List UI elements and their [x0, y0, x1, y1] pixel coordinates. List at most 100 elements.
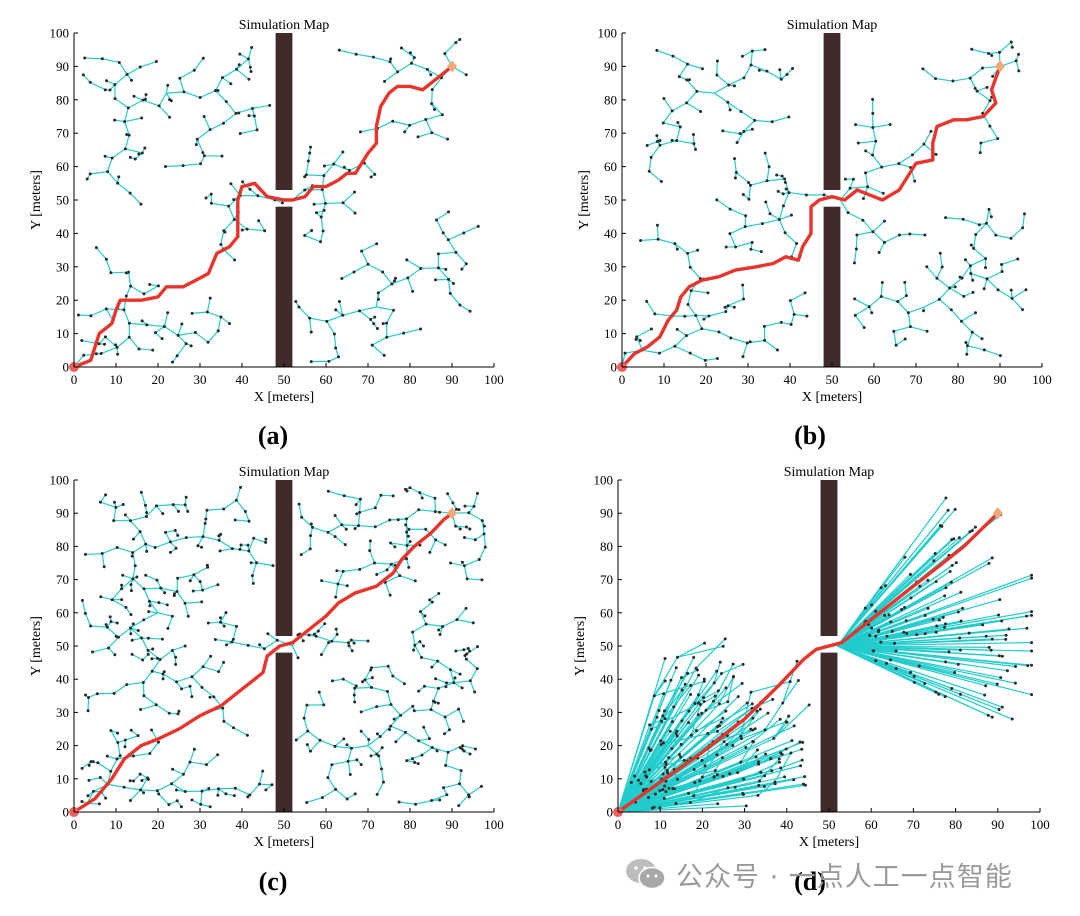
tree-edge [678, 63, 688, 77]
tree-edge [202, 584, 219, 591]
tree-node [131, 537, 135, 541]
tree-edge [705, 701, 729, 711]
tree-edge [338, 301, 344, 316]
tree-node [407, 527, 411, 531]
tree-edge [617, 761, 742, 813]
tree-node [742, 297, 746, 301]
tree-node [411, 630, 415, 634]
x-tick-label: 100 [1032, 372, 1052, 387]
tree-node [722, 740, 726, 744]
tree-node [334, 346, 338, 350]
tree-node [468, 679, 472, 683]
tree-edge [220, 612, 227, 623]
tree-edge [909, 233, 925, 236]
tree-edge [935, 78, 954, 82]
x-tick-label: 10 [110, 817, 123, 832]
tree-node [222, 719, 226, 723]
tree-node [926, 578, 930, 582]
tree-node [184, 495, 188, 499]
tree-node [155, 578, 159, 582]
tree-node [757, 68, 761, 72]
tree-edge [191, 666, 204, 678]
tree-node [195, 137, 199, 141]
tree-node [647, 169, 651, 173]
tree-edge [217, 316, 222, 331]
tree-node [312, 632, 316, 636]
tree-edge [384, 582, 391, 596]
tree-node [661, 772, 665, 776]
tree-edge [405, 731, 419, 742]
tree-edge [240, 129, 258, 135]
tree-edge [222, 708, 225, 722]
tree-node [375, 752, 379, 756]
tree-node [171, 767, 175, 771]
tree-node [382, 353, 386, 357]
tree-node [359, 729, 363, 733]
tree-node [380, 746, 384, 750]
tree-node [263, 229, 267, 233]
tree-edge [390, 725, 406, 733]
tree-node [99, 595, 103, 599]
tree-edge [779, 69, 782, 80]
tree-edge [361, 250, 369, 265]
tree-node [716, 689, 720, 693]
tree-node [89, 624, 93, 628]
tree-node [882, 240, 886, 244]
tree-node [271, 564, 275, 568]
tree-node [196, 544, 200, 548]
tree-node [661, 788, 665, 792]
x-tick-label: 70 [362, 372, 375, 387]
tree-edge [872, 123, 891, 129]
tree-node [436, 659, 440, 663]
tree-node [969, 243, 973, 247]
tree-node [201, 535, 205, 539]
tree-node [958, 648, 962, 652]
tree-node [334, 595, 338, 599]
tree-node [200, 600, 204, 604]
tree-edge [102, 58, 120, 64]
rrt-tree [73, 485, 487, 813]
tree-node [715, 729, 719, 733]
tree-node [247, 114, 251, 118]
tree-node [989, 215, 993, 219]
tree-edge [248, 644, 265, 650]
tree-node [340, 523, 344, 527]
x-tick-label: 0 [71, 372, 78, 387]
tree-edge [435, 278, 449, 281]
tree-node [715, 669, 719, 673]
tree-node [370, 343, 374, 347]
y-tick-label: 0 [63, 360, 70, 375]
tree-node [220, 76, 224, 80]
tree-node [142, 618, 146, 622]
tree-node [686, 302, 690, 306]
tree-node [385, 690, 389, 694]
tree-node [270, 783, 274, 787]
tree-node [703, 641, 707, 645]
tree-node [747, 197, 751, 201]
tree-node [130, 554, 134, 558]
tree-node [733, 157, 737, 161]
tree-edge [116, 336, 130, 348]
tree-node [769, 757, 773, 761]
tree-node [200, 545, 204, 549]
tree-node [464, 73, 468, 77]
tree-node [376, 297, 380, 301]
tree-node [183, 789, 187, 793]
tree-edge [149, 600, 159, 604]
tree-edge [371, 665, 389, 669]
tree-edge [662, 110, 673, 124]
tree-node [116, 731, 120, 735]
tree-edge [111, 148, 126, 159]
tree-node [451, 281, 455, 285]
tree-node [85, 177, 89, 181]
tree-node [744, 214, 748, 218]
tree-edge [694, 678, 705, 704]
tree-node [121, 573, 125, 577]
tree-node [791, 67, 795, 71]
tree-edge [233, 727, 248, 736]
tree-edge [125, 735, 139, 741]
tree-node [689, 692, 693, 696]
tree-node [417, 508, 421, 512]
tree-edge [138, 348, 153, 351]
tree-node [953, 507, 957, 511]
